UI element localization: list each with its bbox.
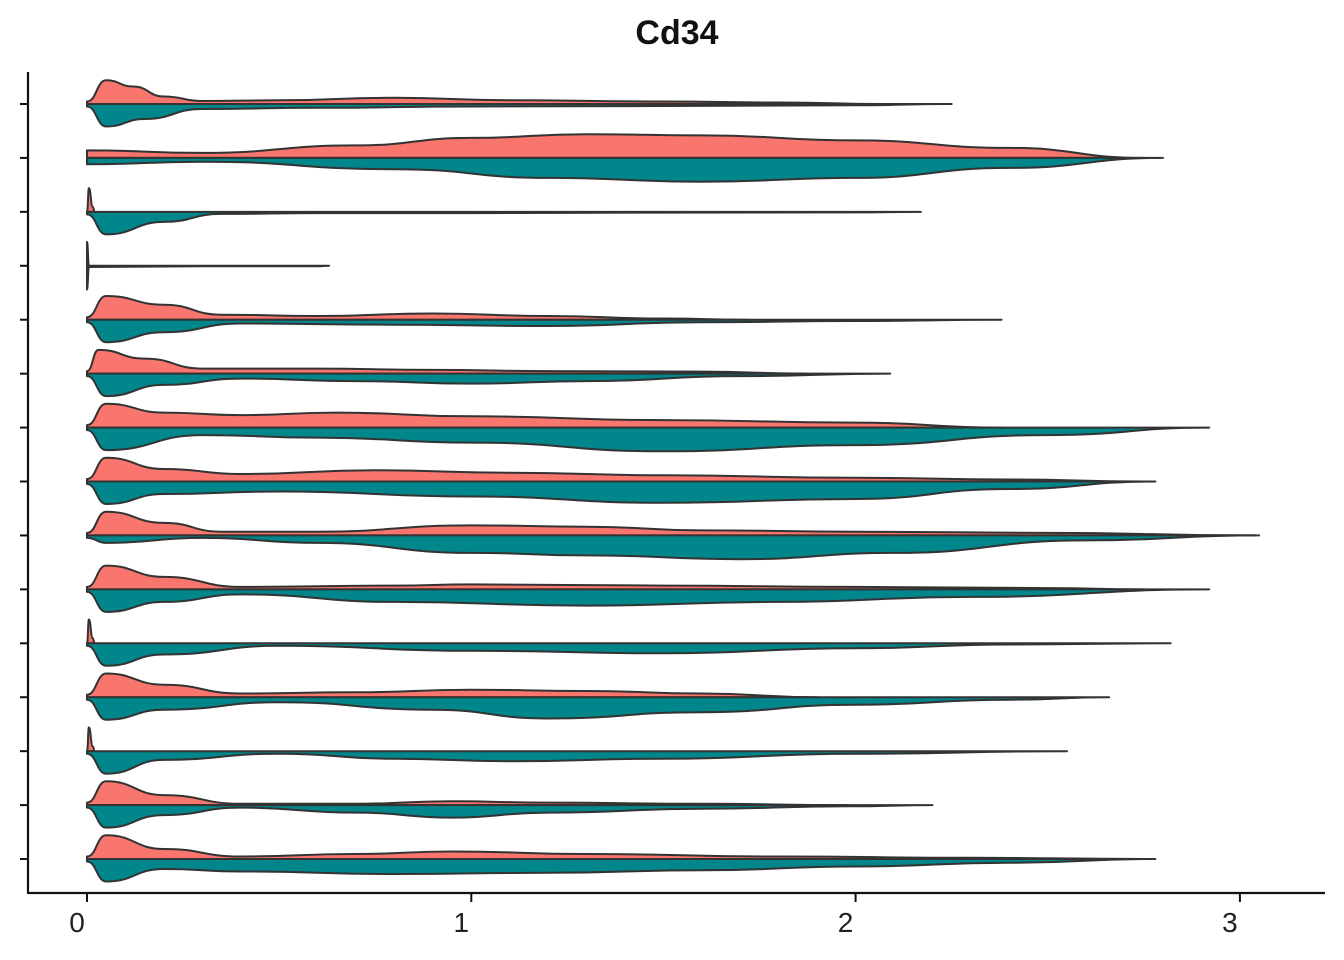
violin-half-series-2 xyxy=(86,642,1172,667)
violin-half-series-2 xyxy=(86,156,1164,183)
violin-half-series-2 xyxy=(86,264,331,291)
x-tick-label: 3 xyxy=(1222,907,1238,938)
violin-row-7 xyxy=(86,402,1211,453)
violin-half-series-2 xyxy=(86,858,1157,883)
violin-row-5 xyxy=(86,295,1003,344)
violin-row-15 xyxy=(86,834,1157,883)
violin-half-series-2 xyxy=(86,480,1157,505)
violin-row-14 xyxy=(86,780,934,829)
x-tick-label: 0 xyxy=(69,907,85,938)
violin-half-series-1 xyxy=(86,295,749,321)
violin-half-series-1 xyxy=(86,672,819,699)
violin-half-series-1 xyxy=(86,241,90,267)
violin-half-series-1 xyxy=(86,187,96,213)
chart-title: Cd34 xyxy=(635,14,719,52)
violin-half-series-2 xyxy=(86,804,934,829)
violin-row-6 xyxy=(86,348,892,398)
violin-row-4 xyxy=(86,241,331,291)
violin-half-series-1 xyxy=(86,780,849,807)
x-tick-label: 1 xyxy=(454,907,470,938)
violin-half-series-1 xyxy=(86,79,888,105)
violin-half-series-1 xyxy=(86,402,1003,429)
violin-half-series-2 xyxy=(86,318,1003,344)
violin-half-series-2 xyxy=(86,103,953,128)
violin-half-series-2 xyxy=(86,588,1211,613)
violin-half-series-1 xyxy=(86,726,96,753)
violin-half-series-1 xyxy=(86,510,1257,537)
violin-half-series-2 xyxy=(86,426,1211,453)
violin-row-12 xyxy=(86,672,1111,721)
y-tick-group xyxy=(20,103,28,861)
violin-half-series-2 xyxy=(86,750,1068,775)
violin-row-2 xyxy=(86,133,1164,183)
violin-row-8 xyxy=(86,456,1157,505)
x-tick-group: 0 1 2 3 xyxy=(69,894,1241,938)
violin-row-11 xyxy=(86,618,1172,667)
x-tick-label: 2 xyxy=(838,907,854,938)
violin-row-1 xyxy=(86,79,953,128)
violin-row-9 xyxy=(86,510,1261,561)
violin-half-series-1 xyxy=(86,834,1153,860)
violin-group xyxy=(86,79,1261,883)
violin-half-series-2 xyxy=(86,696,1111,721)
violin-half-series-2 xyxy=(86,534,1261,561)
violin-half-series-1 xyxy=(86,456,1145,483)
violin-half-series-1 xyxy=(86,564,1145,591)
violin-row-13 xyxy=(86,726,1068,775)
violin-half-series-2 xyxy=(86,372,892,398)
violin-row-3 xyxy=(86,187,922,236)
violin-half-series-2 xyxy=(86,210,922,236)
violin-half-series-1 xyxy=(86,133,1145,159)
violin-half-series-1 xyxy=(86,348,807,375)
violin-half-series-1 xyxy=(86,618,96,645)
violin-row-10 xyxy=(86,564,1211,613)
